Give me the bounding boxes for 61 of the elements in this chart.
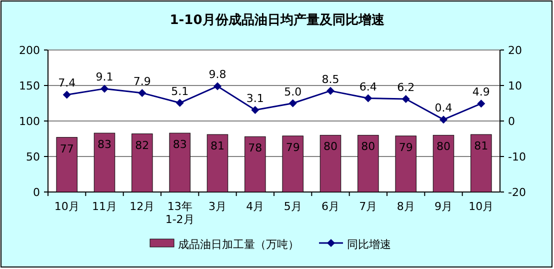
x-tick-label: 8月	[396, 200, 415, 213]
point	[251, 106, 260, 114]
y-tick-label: 50	[26, 150, 40, 164]
point	[402, 94, 410, 103]
y-tick-label: 100	[19, 115, 40, 128]
point	[176, 98, 184, 107]
y-tick-label: 150	[19, 80, 40, 92]
point	[326, 86, 334, 95]
data-label: 77	[60, 142, 74, 156]
data-label: 80	[361, 140, 376, 154]
data-label: 7.4	[58, 76, 76, 90]
point	[138, 88, 146, 97]
x-tick-label: 10月	[54, 200, 80, 213]
y-tick-label: 200	[19, 44, 40, 57]
data-label: 80	[324, 140, 338, 154]
data-label: 5.1	[171, 84, 189, 98]
data-label: 78	[248, 142, 262, 155]
data-label: 79	[398, 140, 413, 154]
data-label: 5.0	[284, 85, 302, 98]
x-tick-label: 5月	[284, 200, 302, 213]
x-tick-label: 3月	[208, 200, 226, 213]
point	[440, 116, 448, 124]
data-label: 9.8	[208, 68, 226, 82]
x-tick-label: 13年 1-2月	[165, 200, 194, 226]
point	[288, 99, 297, 108]
x-tick-label: 6月	[322, 200, 340, 213]
y2-tick-label: -20	[508, 186, 526, 199]
data-label: 81	[474, 139, 488, 152]
point	[62, 90, 71, 99]
data-label: 83	[98, 138, 112, 152]
x-tick-label: 10月	[468, 200, 494, 213]
data-label: 8.5	[322, 72, 340, 86]
y2-tick-label: 0	[508, 115, 515, 128]
x-tick-label: 11月	[92, 200, 117, 213]
point	[100, 84, 108, 93]
data-label: 0.4	[434, 102, 452, 115]
data-label: 6.4	[359, 80, 377, 94]
data-label: 83	[172, 138, 187, 152]
legend-label: 成品油日加工量（万吨）	[178, 238, 299, 251]
data-label: 79	[286, 140, 300, 154]
x-tick-label: 4月	[246, 200, 264, 213]
y2-tick-label: -10	[508, 150, 526, 164]
data-label: 9.1	[96, 70, 114, 84]
data-label: 81	[210, 139, 224, 152]
point	[477, 100, 486, 108]
y-tick-label: 0	[33, 186, 40, 199]
data-label: 82	[135, 138, 150, 152]
point	[214, 82, 222, 90]
chart-title: 1-10月份成品油日均产量及同比增速	[170, 12, 386, 28]
legend-label: 同比增速	[347, 238, 391, 251]
point	[364, 94, 372, 102]
x-tick-label: 7月	[359, 200, 378, 213]
x-tick-label: 9月	[434, 200, 452, 213]
data-label: 80	[436, 140, 450, 154]
data-label: 7.9	[133, 74, 151, 88]
y2-tick-label: 10	[508, 80, 522, 92]
data-label: 6.2	[397, 80, 415, 94]
data-label: 4.9	[472, 86, 490, 99]
y2-tick-label: 20	[508, 44, 522, 57]
data-label: 3.1	[246, 92, 264, 105]
x-tick-label: 12月	[130, 200, 155, 213]
